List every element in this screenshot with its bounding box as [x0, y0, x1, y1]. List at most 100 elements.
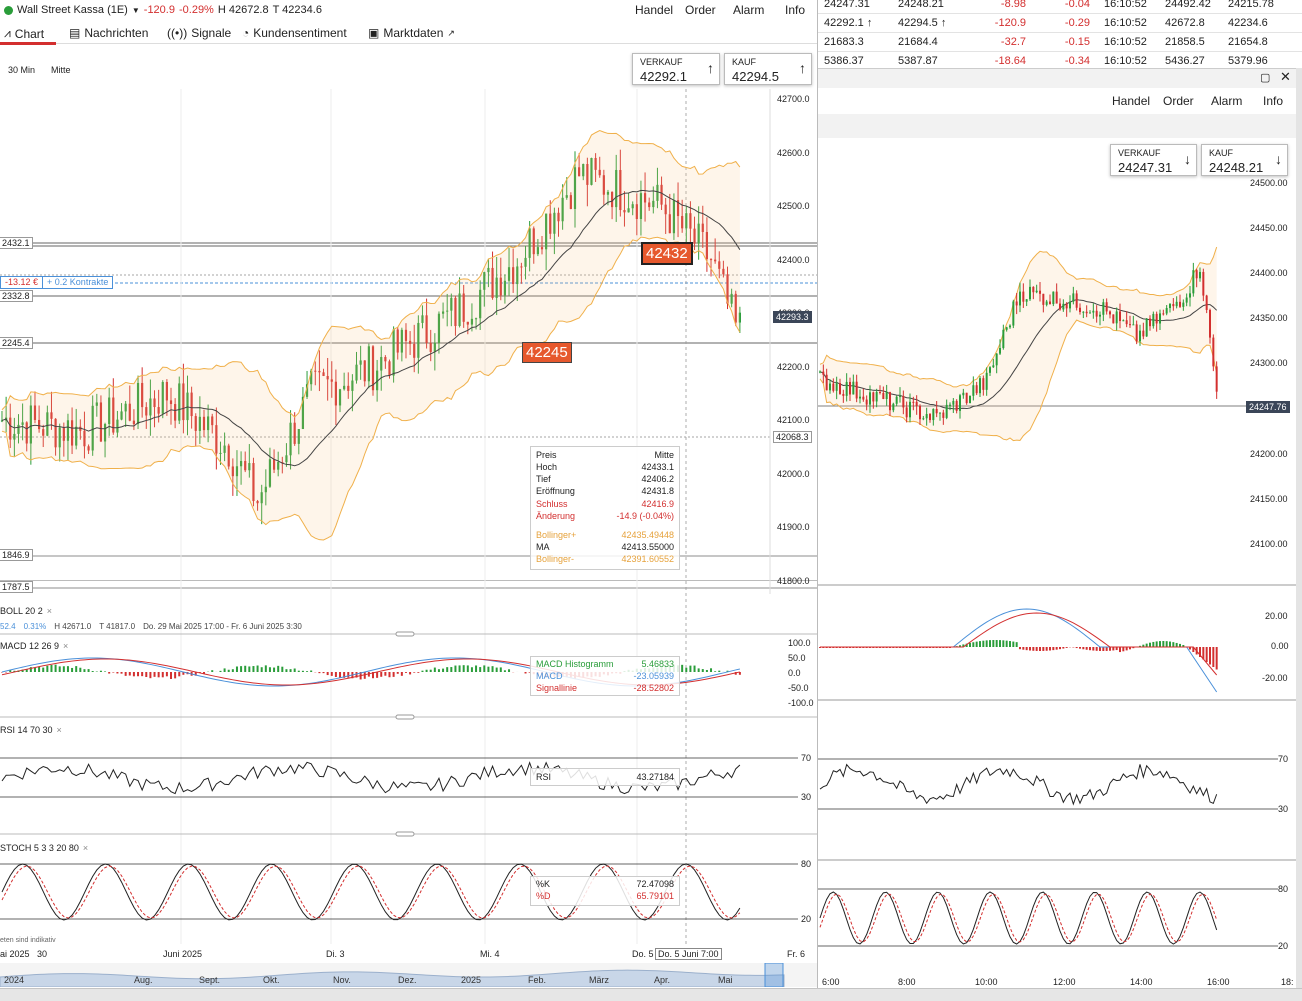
right-menu-handel[interactable]: Handel [1112, 94, 1151, 108]
candle-body [305, 384, 309, 397]
tab-signals[interactable]: ((•)) Signale [167, 26, 231, 40]
chevron-down-icon[interactable]: ▼ [131, 5, 140, 15]
right-menu-order[interactable]: Order [1163, 94, 1194, 108]
stoch-axis-20: 20 [801, 914, 812, 924]
right-time-axis-label: 14:00 [1130, 977, 1153, 987]
navigator-label: Feb. [528, 975, 547, 985]
right-macd-bar [1149, 642, 1151, 647]
candle-body [660, 184, 663, 205]
right-macd-bar [1112, 647, 1115, 651]
macd-histogram-bar [42, 667, 45, 672]
right-candle-body [852, 381, 855, 395]
maximize-icon[interactable]: ▢ [1260, 72, 1271, 84]
quote-table-row[interactable]: 21683.3 21684.4 -32.7 -0.15 16:10:52 21858.5 2… [818, 33, 1302, 52]
indicator-tooltip-row: Signallinie -28.52802 [536, 683, 674, 693]
navigator-label: Nov. [333, 975, 351, 985]
candle-body [281, 462, 284, 464]
rsi-axis-30: 30 [801, 792, 812, 802]
quote-table-row[interactable]: 42292.1 ↑ 42294.5 ↑ -120.9 -0.29 16:10:52 426… [818, 14, 1302, 33]
macd-histogram-bar [363, 672, 366, 679]
right-candle-body [1055, 291, 1058, 304]
rsi-indicator-label[interactable]: RSI 14 70 30 × [0, 725, 62, 735]
tab-chart[interactable]: ⩘ Chart [4, 26, 44, 41]
quote-table-row[interactable]: 24247.31 24248.21 -8.98 -0.04 16:10:52 24492.… [818, 0, 1302, 14]
candle-body [182, 383, 185, 421]
close-icon[interactable]: × [82, 843, 89, 853]
right-macd-bar [1102, 647, 1105, 651]
candle-body [355, 364, 358, 381]
right-macd-bar [992, 640, 995, 647]
right-candle-body [1125, 320, 1128, 325]
change-value: -120.9 [143, 4, 175, 16]
tab-news[interactable]: ▤ Nachrichten [69, 26, 148, 40]
navigator-label: Apr. [654, 975, 671, 985]
close-icon[interactable]: × [56, 725, 62, 735]
price-axis-tick: 42000.0 [777, 468, 810, 479]
bollinger-lower [1, 236, 741, 541]
right-candle-body [1192, 270, 1195, 294]
candle-body [310, 370, 313, 385]
right-menu-info[interactable]: Info [1263, 94, 1284, 108]
tab-sentiment[interactable]: ◔ Kundensentiment [242, 26, 347, 40]
macd-axis-tick: 100.0 [788, 638, 811, 648]
quote-table-cell: -0.29 [1064, 17, 1090, 29]
right-rsi-axis-30: 30 [1278, 804, 1289, 814]
candle-body [165, 381, 168, 401]
close-icon[interactable]: × [63, 641, 69, 651]
macd-histogram-bar [153, 672, 156, 677]
interval-selector[interactable]: 30 Min [8, 65, 36, 75]
right-buy-quote-button[interactable]: KAUF 24248.21 ↓ [1201, 144, 1288, 176]
price-mode-selector[interactable]: Mitte [51, 65, 71, 75]
candle-body [194, 416, 197, 431]
main-chart-area[interactable] [0, 44, 818, 988]
right-candle-body [1162, 313, 1165, 315]
menu-alarm[interactable]: Alarm [733, 3, 765, 17]
candle-body [83, 430, 86, 447]
right-candle-body [829, 383, 831, 391]
tab-marketdata[interactable]: ▣ Marktdaten ↗ [368, 26, 455, 40]
right-menu-alarm[interactable]: Alarm [1211, 94, 1243, 108]
boll-indicator-label[interactable]: BOLL 20 2 × [0, 606, 52, 616]
tooltip-band-label: Bollinger- [536, 554, 575, 565]
position-label[interactable]: -13.12 € + 0.2 Kontrakte [0, 276, 114, 289]
candle-body [326, 375, 329, 380]
menu-handel[interactable]: Handel [635, 3, 674, 17]
sell-quote-button[interactable]: VERKAUF 42292.1 ↑ [632, 53, 720, 85]
macd-histogram-bar [194, 672, 197, 676]
candle-body [726, 274, 729, 304]
candle-body [425, 315, 428, 344]
candle-body [13, 433, 16, 440]
right-candle-body [1172, 304, 1175, 307]
right-candle-body [899, 396, 901, 398]
scrollbar[interactable] [1296, 68, 1302, 988]
quote-table-cell: 5386.37 [824, 55, 864, 67]
right-candle-body [939, 412, 941, 414]
price-marker-label[interactable]: 42245 [522, 342, 572, 363]
macd-indicator-label[interactable]: MACD 12 26 9 × [0, 641, 68, 651]
right-candle-body [969, 395, 971, 404]
menu-info[interactable]: Info [785, 3, 806, 17]
macd-histogram-bar [429, 669, 432, 672]
quote-table-cell: 5436.27 [1165, 55, 1205, 67]
menu-order[interactable]: Order [685, 3, 716, 17]
right-bollinger-lower [819, 319, 1218, 442]
time-navigator[interactable] [0, 963, 818, 987]
buy-quote-button[interactable]: KAUF 42294.5 ↑ [724, 53, 812, 85]
instrument-name[interactable]: Wall Street Kassa (1E) [17, 4, 128, 16]
macd-histogram-bar [334, 672, 337, 677]
macd-tooltip: MACD Histogramm 5.46833 MACD -23.05939 Signa… [530, 656, 680, 696]
close-icon[interactable]: × [46, 606, 52, 616]
stoch-indicator-label[interactable]: STOCH 5 3 3 20 80 × [0, 843, 88, 853]
right-sell-quote-button[interactable]: VERKAUF 24247.31 ↓ [1110, 144, 1197, 176]
instrument-selector[interactable]: Wall Street Kassa (1E) ▼ -120.9 -0.29% H… [0, 4, 322, 16]
price-marker-label[interactable]: 42432 [641, 242, 693, 265]
right-candle-body [1169, 304, 1171, 309]
quote-table-row[interactable]: 5386.37 5387.87 -18.64 -0.34 16:10:52 5436.27… [818, 52, 1302, 71]
candle-body [627, 208, 630, 213]
right-candle-body [1032, 286, 1035, 293]
right-macd-bar [1162, 641, 1165, 647]
close-icon[interactable]: ✕ [1280, 69, 1291, 84]
right-chart-area[interactable] [818, 138, 1302, 988]
right-candle-body [1059, 303, 1061, 310]
tooltip-band-value: 42413.55000 [621, 542, 674, 553]
